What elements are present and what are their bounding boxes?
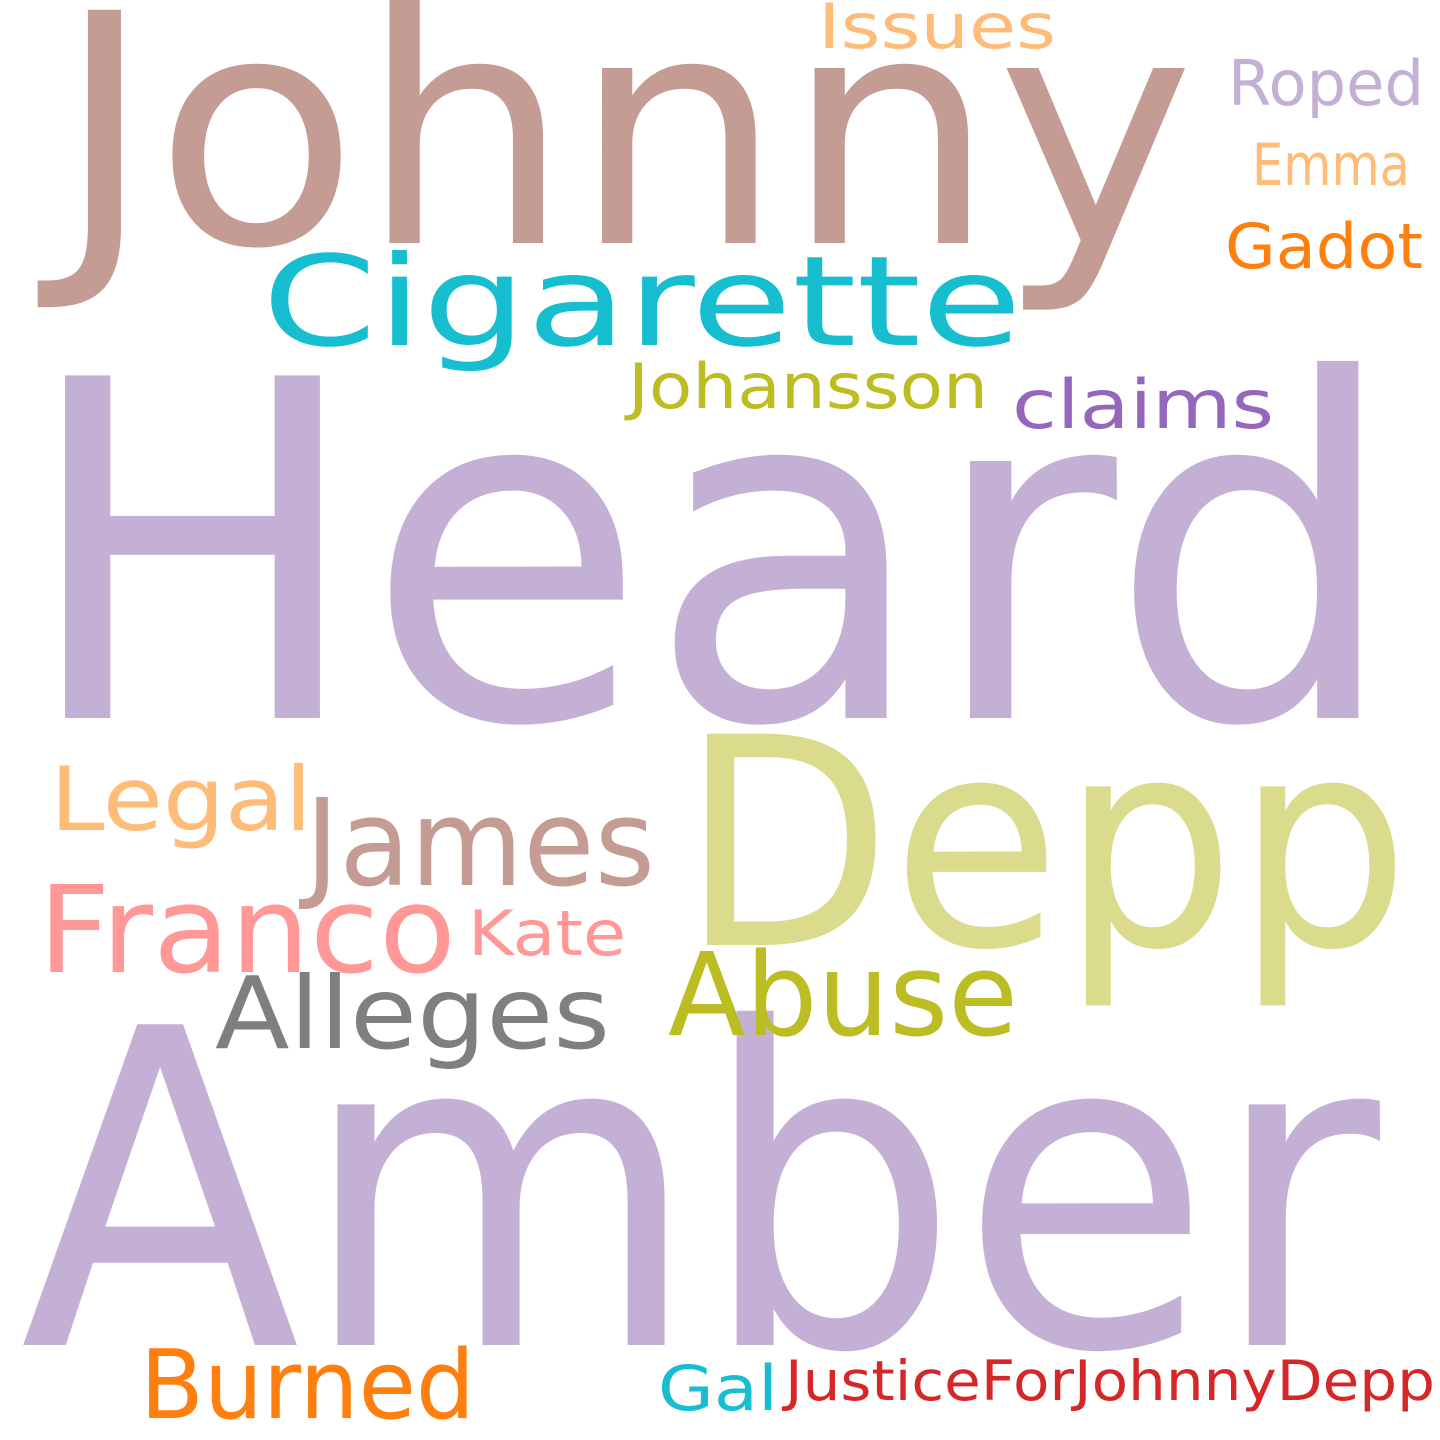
word-roped: Roped bbox=[1228, 47, 1424, 120]
word-emma: Emma bbox=[1252, 131, 1410, 199]
word-abuse: Abuse bbox=[668, 929, 1018, 1063]
word-johansson: Johansson bbox=[623, 350, 988, 423]
word-johnny: Johnny bbox=[34, 0, 1195, 319]
word-kate: Kate bbox=[468, 897, 626, 970]
word-heard: Heard bbox=[20, 282, 1400, 829]
word-burned: Burned bbox=[140, 1331, 475, 1440]
word-james: James bbox=[298, 775, 655, 914]
word-issues: Issues bbox=[818, 0, 1056, 63]
word-legal: Legal bbox=[50, 748, 312, 851]
word-claims: claims bbox=[1012, 366, 1274, 445]
word-gadot: Gadot bbox=[1225, 210, 1423, 283]
word-franco: Franco bbox=[38, 862, 456, 1001]
word-amber: Amber bbox=[20, 937, 1384, 1440]
word-justicefor-johnnydepp: JusticeForJohnnyDepp bbox=[782, 1349, 1435, 1413]
word-depp: Depp bbox=[680, 677, 1410, 1014]
word-alleges: Alleges bbox=[215, 955, 610, 1072]
word-cigarette: Cigarette bbox=[262, 230, 1022, 375]
word-gal: Gal bbox=[658, 1352, 778, 1425]
